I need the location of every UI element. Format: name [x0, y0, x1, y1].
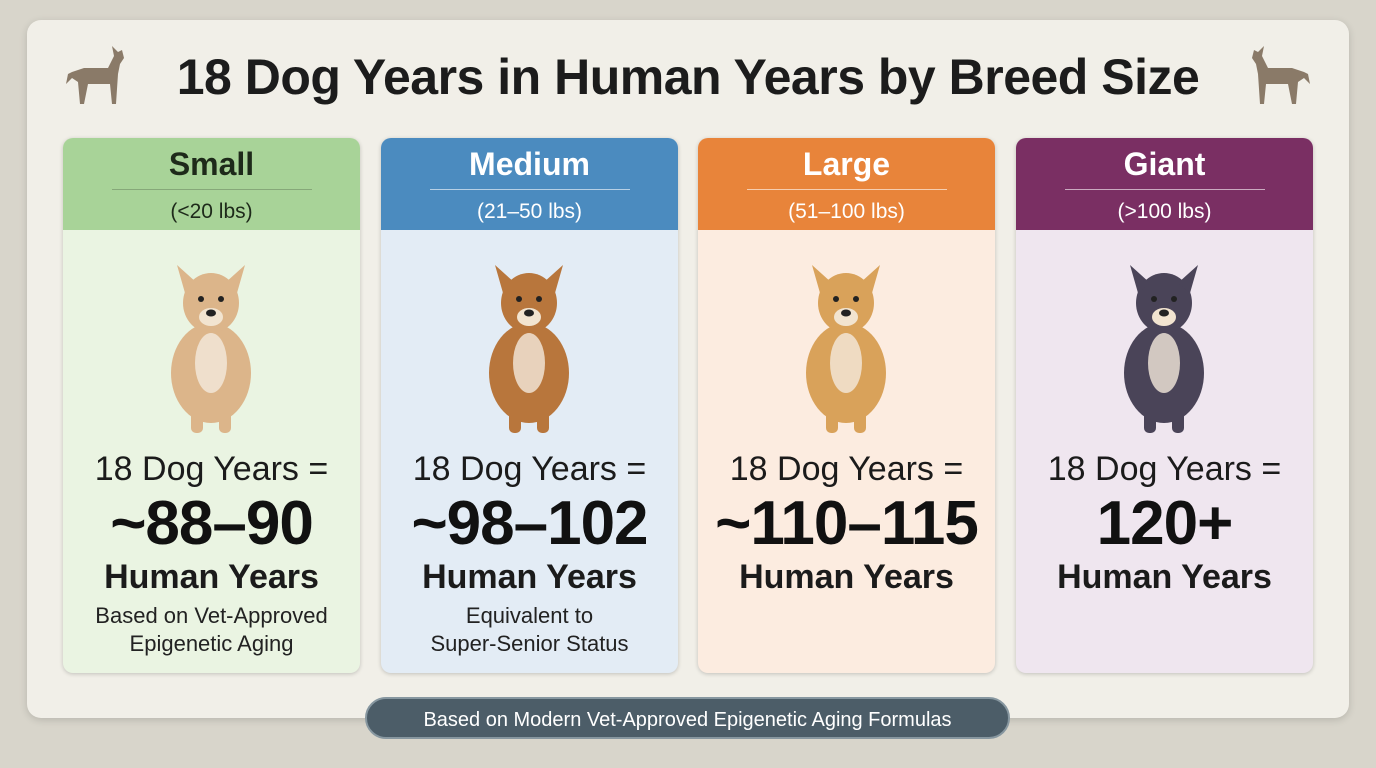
human-years-value: ~88–90 [110, 489, 314, 558]
equation: 18 Dog Years = [412, 450, 647, 488]
dog-illustration [489, 265, 569, 433]
card-header: Small (<20 lbs) [63, 138, 360, 230]
breed-weight: (21–50 lbs) [476, 200, 583, 223]
breed-weight: (>100 lbs) [1117, 200, 1212, 223]
card-header: Giant (>100 lbs) [1016, 138, 1313, 230]
breed-name: Large [802, 146, 891, 182]
divider [429, 189, 630, 190]
dog-illustration [806, 265, 886, 433]
unit-label: Human Years [1057, 558, 1272, 596]
breed-name: Medium [469, 146, 590, 182]
dog-illustration [171, 265, 251, 433]
breed-card: Large (51–100 lbs) 18 Dog Years = ~110–115… [698, 138, 995, 673]
breed-name: Small [168, 146, 255, 182]
card-header: Medium (21–50 lbs) [381, 138, 678, 230]
note-line: Equivalent to [465, 603, 594, 628]
equation: 18 Dog Years = [94, 450, 329, 488]
human-years-value: ~110–115 [715, 489, 979, 558]
divider [111, 189, 312, 190]
note: Based on Vet-Approved Epigenetic Aging [63, 602, 360, 658]
title: 18 Dog Years in Human Years by Breed Siz… [176, 49, 1200, 105]
footer-badge: Based on Modern Vet-Approved Epigenetic … [365, 697, 1010, 739]
note-line: Epigenetic Aging [129, 631, 294, 656]
unit-label: Human Years [422, 558, 637, 596]
unit-label: Human Years [739, 558, 954, 596]
dog-icon [1252, 46, 1310, 104]
equation: 18 Dog Years = [1047, 450, 1282, 488]
divider [1064, 189, 1265, 190]
breed-card: Medium (21–50 lbs) 18 Dog Years = ~98–102 H… [381, 138, 678, 673]
dog-illustration [1124, 265, 1204, 433]
note-line: Super-Senior Status [430, 631, 629, 656]
breed-card: Small (<20 lbs) 18 Dog Years = ~88–90 Human… [63, 138, 360, 673]
note: Equivalent to Super-Senior Status [381, 602, 678, 658]
dog-icon [66, 46, 124, 104]
breed-card: Giant (>100 lbs) 18 Dog Years = 120+ Human … [1016, 138, 1313, 673]
equation: 18 Dog Years = [729, 450, 964, 488]
divider [746, 189, 947, 190]
human-years-value: 120+ [1096, 489, 1234, 558]
breed-weight: (<20 lbs) [170, 200, 253, 223]
unit-label: Human Years [104, 558, 319, 596]
breed-weight: (51–100 lbs) [788, 200, 905, 223]
breed-name: Giant [1123, 146, 1206, 182]
human-years-value: ~98–102 [411, 489, 648, 558]
card-header: Large (51–100 lbs) [698, 138, 995, 230]
note-line: Based on Vet-Approved [95, 603, 328, 628]
